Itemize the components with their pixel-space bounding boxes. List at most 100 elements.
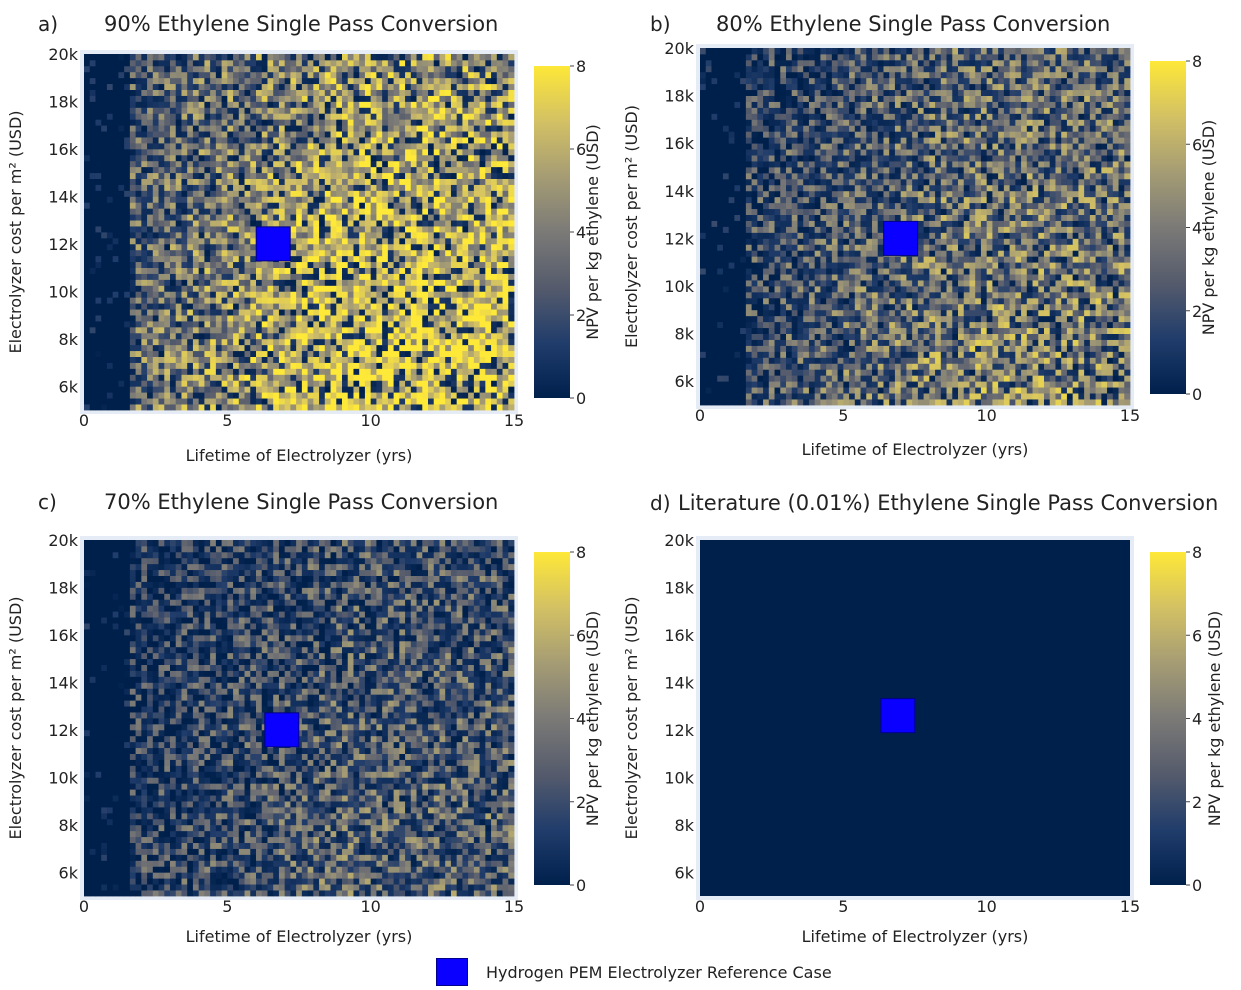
heatmap-cell <box>353 59 360 67</box>
heatmap-cell <box>382 137 389 144</box>
heatmap-cell <box>763 369 770 376</box>
heatmap-cell <box>405 160 412 168</box>
heatmap-cell <box>473 113 480 120</box>
heatmap-cell <box>1107 375 1114 382</box>
heatmap-cell <box>101 267 108 274</box>
heatmap-cell <box>768 375 775 382</box>
heatmap-cell <box>158 267 165 274</box>
heatmap-cell <box>473 392 480 399</box>
heatmap-cell <box>496 178 503 185</box>
heatmap-cell <box>364 214 372 221</box>
heatmap-cell <box>135 113 142 120</box>
heatmap-cell <box>141 297 148 304</box>
heatmap-cell <box>491 237 498 245</box>
heatmap-cell <box>181 148 188 156</box>
heatmap-cell <box>387 208 394 215</box>
heatmap-cell <box>210 303 217 310</box>
heatmap-cell <box>780 375 787 382</box>
heatmap-cell <box>986 387 993 394</box>
heatmap-cell <box>405 261 412 268</box>
heatmap-cell <box>416 208 423 215</box>
heatmap-cell <box>376 226 383 233</box>
heatmap-cell <box>181 143 188 150</box>
heatmap-cell <box>256 172 263 179</box>
heatmap-cell <box>267 95 274 102</box>
heatmap-cell <box>803 381 810 388</box>
heatmap-cell <box>244 285 251 292</box>
heatmap-cell <box>261 303 268 310</box>
heatmap-cell <box>313 95 320 102</box>
heatmap-cell <box>118 65 125 73</box>
heatmap-cell <box>422 83 429 90</box>
heatmap-cell <box>175 309 182 316</box>
heatmap-cell <box>187 119 194 126</box>
heatmap-cell <box>158 309 165 316</box>
heatmap-cell <box>118 386 125 393</box>
heatmap-cell <box>164 226 171 233</box>
heatmap-cell <box>290 326 297 334</box>
heatmap-cell <box>342 77 349 85</box>
heatmap-cell <box>963 381 970 388</box>
heatmap-cell <box>158 273 165 280</box>
heatmap-cell <box>410 350 417 357</box>
heatmap-cell <box>319 71 326 79</box>
heatmap-cell <box>187 255 194 263</box>
heatmap-cell <box>141 54 148 61</box>
heatmap-cell <box>508 125 515 132</box>
heatmap-cell <box>233 95 240 102</box>
heatmap-cell <box>129 368 136 375</box>
heatmap-cell <box>89 202 96 209</box>
heatmap-cell <box>198 303 205 310</box>
heatmap-cell <box>496 154 503 162</box>
heatmap-cell <box>164 107 171 114</box>
heatmap-cell <box>296 321 303 328</box>
heatmap-cell <box>445 356 452 363</box>
heatmap-cell <box>370 137 377 144</box>
heatmap-cell <box>135 71 142 79</box>
heatmap-cell <box>198 196 205 203</box>
heatmap-cell <box>147 220 154 227</box>
heatmap-cell <box>227 285 234 292</box>
heatmap-cell <box>428 137 435 144</box>
heatmap-cell <box>1107 393 1114 400</box>
heatmap-cell <box>112 202 119 209</box>
heatmap-cell <box>89 214 96 221</box>
heatmap-cell <box>181 131 188 138</box>
heatmap-cell <box>387 65 394 73</box>
heatmap-cell <box>261 368 268 375</box>
heatmap-cell <box>244 71 251 79</box>
heatmap-cell <box>192 237 200 245</box>
heatmap-cell <box>433 190 440 197</box>
heatmap-cell <box>187 190 194 197</box>
heatmap-cell <box>330 249 337 257</box>
heatmap-cell <box>221 59 228 67</box>
heatmap-cell <box>359 65 366 73</box>
heatmap-cell <box>192 107 200 114</box>
heatmap-cell <box>462 190 469 197</box>
heatmap-cell <box>118 332 125 340</box>
heatmap-cell <box>468 392 475 399</box>
heatmap-cell <box>1078 387 1085 394</box>
heatmap-cell <box>198 214 205 221</box>
heatmap-cell <box>307 83 314 90</box>
heatmap-cell <box>473 243 480 251</box>
heatmap-cell <box>290 125 297 132</box>
heatmap-cell <box>422 119 429 126</box>
heatmap-cell <box>238 332 245 340</box>
heatmap-cell <box>422 321 429 328</box>
heatmap-cell <box>508 166 515 174</box>
heatmap-cell <box>462 321 469 328</box>
heatmap-cell <box>215 160 222 168</box>
heatmap-cell <box>410 386 417 393</box>
heatmap-cell <box>135 154 142 162</box>
heatmap-cell <box>170 249 177 257</box>
heatmap-cell <box>330 291 337 298</box>
heatmap-cell <box>468 148 475 156</box>
heatmap-cell <box>313 392 320 399</box>
heatmap-cell <box>330 326 337 334</box>
heatmap-cell <box>227 350 234 357</box>
heatmap-cell <box>307 226 314 233</box>
heatmap-cell <box>210 95 217 102</box>
heatmap-cell <box>118 362 125 369</box>
heatmap-cell <box>319 321 326 328</box>
